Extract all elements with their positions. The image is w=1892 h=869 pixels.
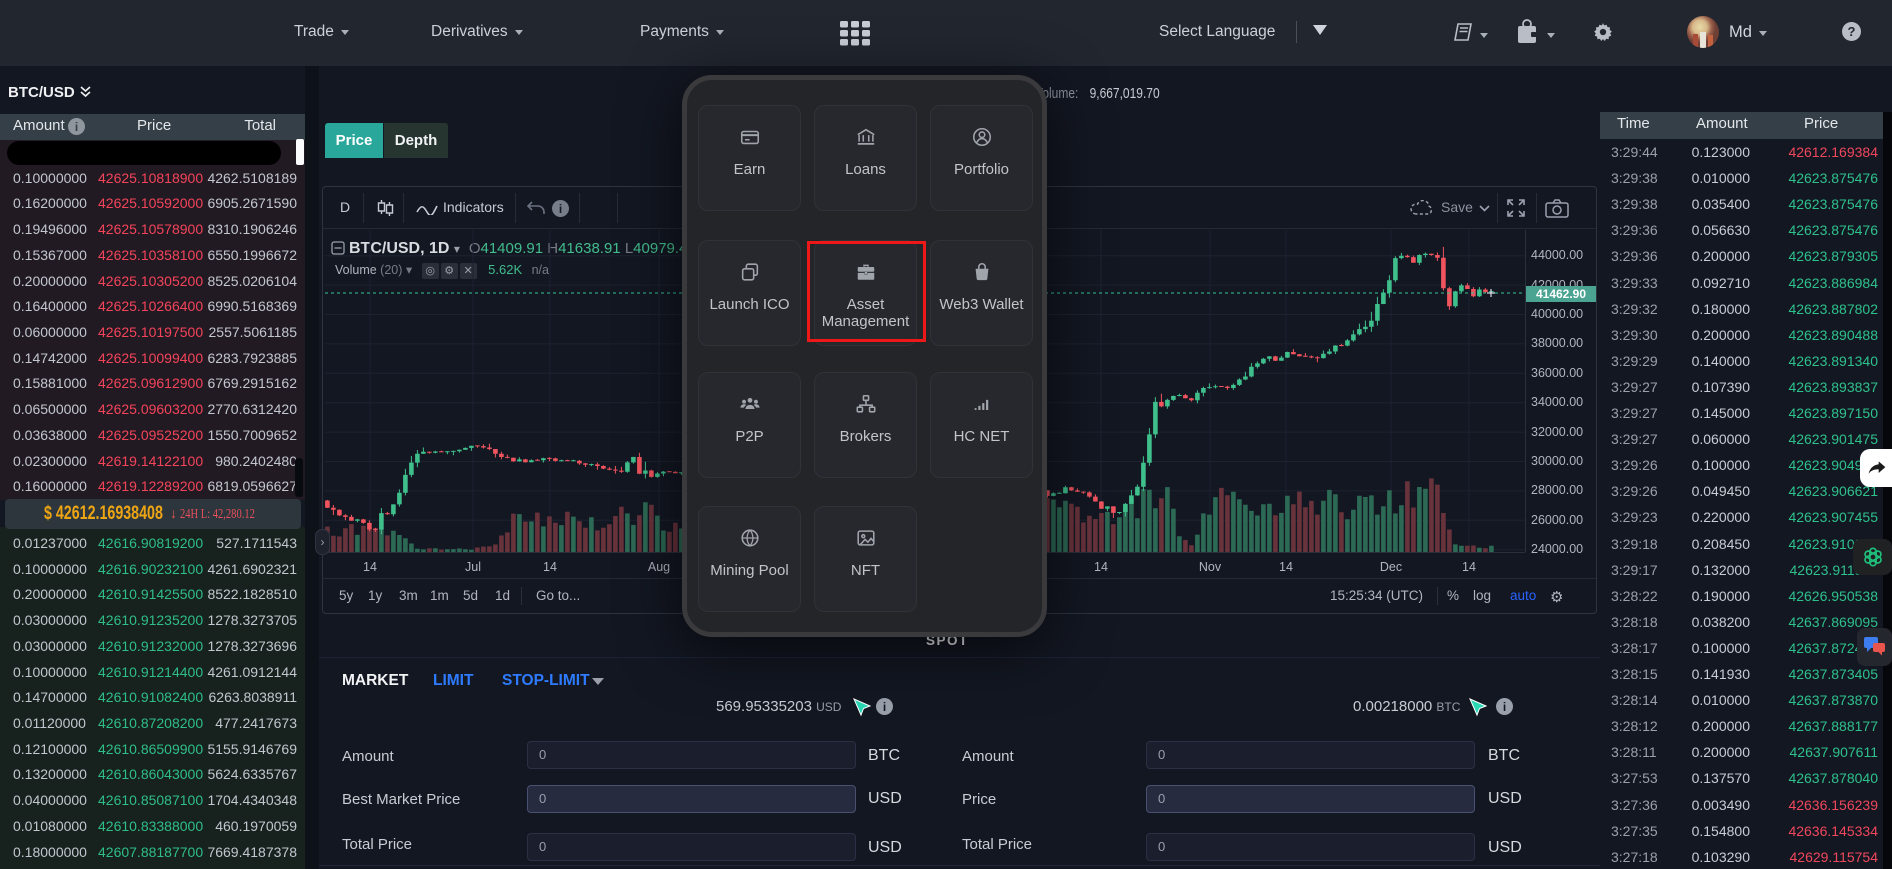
svg-text:i: i xyxy=(75,120,78,134)
svg-text:?: ? xyxy=(1848,24,1856,39)
svg-text:i: i xyxy=(883,700,886,714)
svg-text:i: i xyxy=(559,202,562,216)
svg-text:i: i xyxy=(1503,700,1506,714)
